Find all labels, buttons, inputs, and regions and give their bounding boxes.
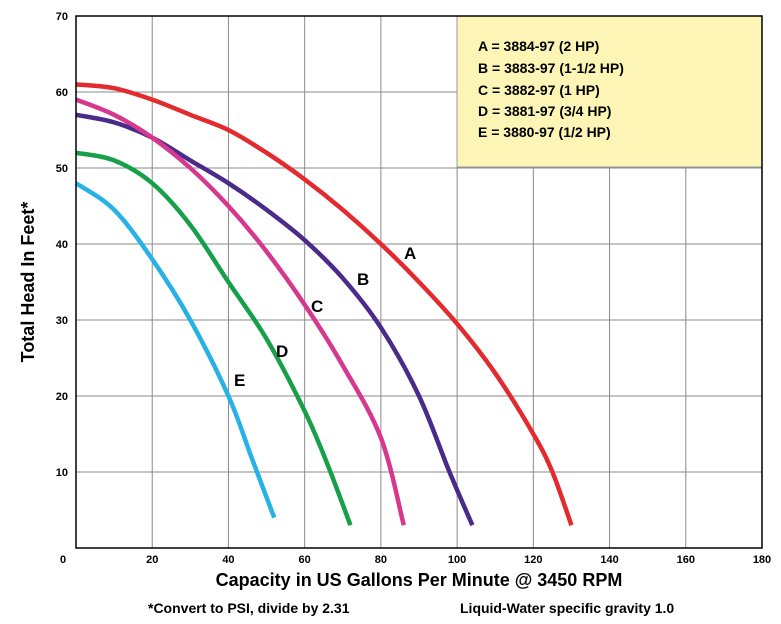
x-tick-label: 80 [375, 554, 387, 566]
x-tick-label: 20 [146, 554, 158, 566]
x-tick-label: 100 [448, 554, 466, 566]
y-tick-label: 40 [56, 239, 68, 251]
performance-curves [74, 82, 574, 527]
psi-footnote: *Convert to PSI, divide by 2.31 [148, 600, 350, 616]
x-axis-tick-labels: 0 20 40 60 80 100 120 140 160 180 [60, 554, 771, 566]
x-axis-title: Capacity in US Gallons Per Minute @ 3450… [216, 570, 623, 590]
x-tick-label: 180 [753, 554, 771, 566]
plot-frame [75, 15, 763, 549]
x-tick-label: 120 [524, 554, 542, 566]
y-tick-label: 60 [56, 87, 68, 99]
curve-label-b: B [357, 270, 369, 289]
legend-entry-c: C = 3882-97 (1 HP) [478, 82, 600, 98]
y-axis-tick-labels: 10 20 30 40 50 60 70 [56, 11, 68, 479]
curve-d [75, 150, 353, 526]
curve-label-d: D [276, 342, 288, 361]
legend-entry-d: D = 3881-97 (3/4 HP) [478, 103, 611, 119]
y-tick-label: 30 [56, 315, 68, 327]
legend-entry-a: A = 3884-97 (2 HP) [478, 38, 599, 54]
x-tick-label: 140 [600, 554, 618, 566]
x-tick-label: 160 [677, 554, 695, 566]
curve-a [75, 82, 574, 526]
x-tick-label: 40 [222, 554, 234, 566]
x-tick-label: 0 [60, 554, 66, 566]
gravity-footnote: Liquid-Water specific gravity 1.0 [460, 600, 674, 616]
y-axis-title: Total Head In Feet* [18, 202, 38, 363]
y-tick-label: 70 [56, 11, 68, 23]
legend-entry-e: E = 3880-97 (1/2 HP) [478, 124, 611, 140]
plot-area [74, 15, 763, 549]
curve-label-e: E [234, 371, 245, 390]
curve-label-a: A [404, 244, 416, 263]
curve-e [74, 181, 277, 519]
y-tick-label: 20 [56, 391, 68, 403]
curve-label-c: C [311, 297, 323, 316]
legend-entry-b: B = 3883-97 (1-1/2 HP) [478, 60, 624, 76]
y-tick-label: 50 [56, 163, 68, 175]
legend-box [456, 15, 763, 168]
curve-c [75, 97, 406, 526]
y-tick-label: 10 [56, 467, 68, 479]
x-tick-label: 60 [299, 554, 311, 566]
